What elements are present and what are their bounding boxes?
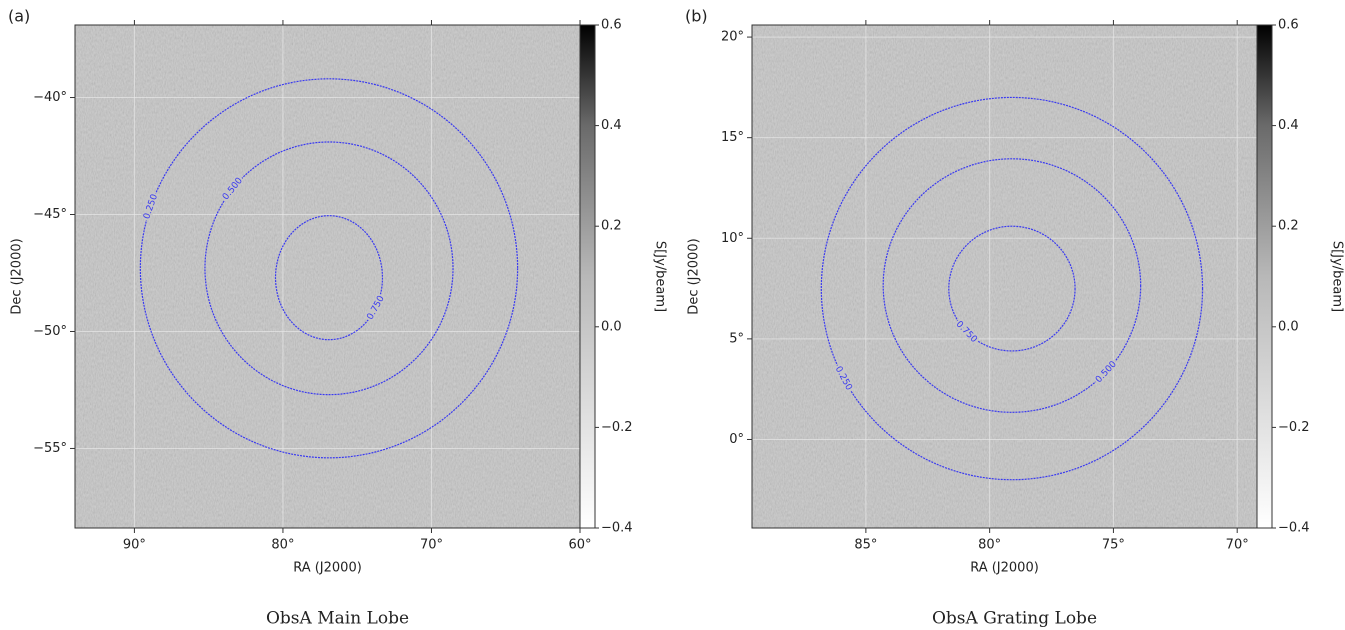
colorbar-tick-label: 0.6 xyxy=(601,18,622,33)
y-tick-label: 10° xyxy=(721,231,744,246)
colorbar-tick-label: −0.4 xyxy=(1278,521,1310,536)
colorbar xyxy=(579,24,596,529)
x-tick-label: 85° xyxy=(854,538,877,553)
image-noise xyxy=(75,25,580,528)
colorbar-tick-label: −0.4 xyxy=(601,521,633,536)
x-tick-label: 90° xyxy=(123,538,146,553)
y-tick-label: 5° xyxy=(729,331,744,346)
panel-label: (a) xyxy=(8,7,30,26)
contour xyxy=(948,225,1076,352)
contour xyxy=(204,141,454,396)
contour xyxy=(882,158,1142,413)
caption: ObsA Main Lobe xyxy=(266,609,409,629)
panel-label: (b) xyxy=(685,7,708,26)
x-tick-label: 70° xyxy=(420,538,443,553)
colorbar-tick-label: 0.6 xyxy=(1278,18,1299,33)
y-axis-title: Dec (J2000) xyxy=(10,238,25,314)
y-tick-label: 20° xyxy=(721,30,744,45)
x-axis-title: RA (J2000) xyxy=(970,561,1039,576)
colorbar-tick-label: 0.4 xyxy=(1278,118,1299,133)
y-tick-label: −50° xyxy=(33,324,67,339)
y-axis-title: Dec (J2000) xyxy=(687,238,702,314)
y-tick-label: −45° xyxy=(33,207,67,222)
contour xyxy=(820,96,1204,481)
y-tick-label: 0° xyxy=(729,432,744,447)
caption: ObsA Grating Lobe xyxy=(932,609,1097,629)
colorbar-label: S[Jy/beam] xyxy=(653,241,668,312)
x-tick-label: 80° xyxy=(978,538,1001,553)
x-tick-label: 75° xyxy=(1102,538,1125,553)
colorbar xyxy=(1256,24,1273,529)
contour xyxy=(274,215,384,341)
y-tick-label: −40° xyxy=(33,90,67,105)
colorbar-tick-label: 0.2 xyxy=(601,219,622,234)
colorbar-tick-label: −0.2 xyxy=(601,420,633,435)
y-tick-label: 15° xyxy=(721,130,744,145)
image-noise xyxy=(752,25,1257,528)
colorbar-tick-label: −0.2 xyxy=(1278,420,1310,435)
colorbar-tick-label: 0.4 xyxy=(601,118,622,133)
colorbar-tick-label: 0.0 xyxy=(1278,319,1299,334)
contour xyxy=(139,78,519,459)
colorbar-label: S[Jy/beam] xyxy=(1330,241,1345,312)
x-tick-label: 70° xyxy=(1226,538,1249,553)
colorbar-tick-label: 0.0 xyxy=(601,319,622,334)
y-tick-label: −55° xyxy=(33,441,67,456)
colorbar-tick-label: 0.2 xyxy=(1278,219,1299,234)
x-tick-label: 80° xyxy=(271,538,294,553)
x-tick-label: 60° xyxy=(568,538,591,553)
x-axis-title: RA (J2000) xyxy=(293,561,362,576)
